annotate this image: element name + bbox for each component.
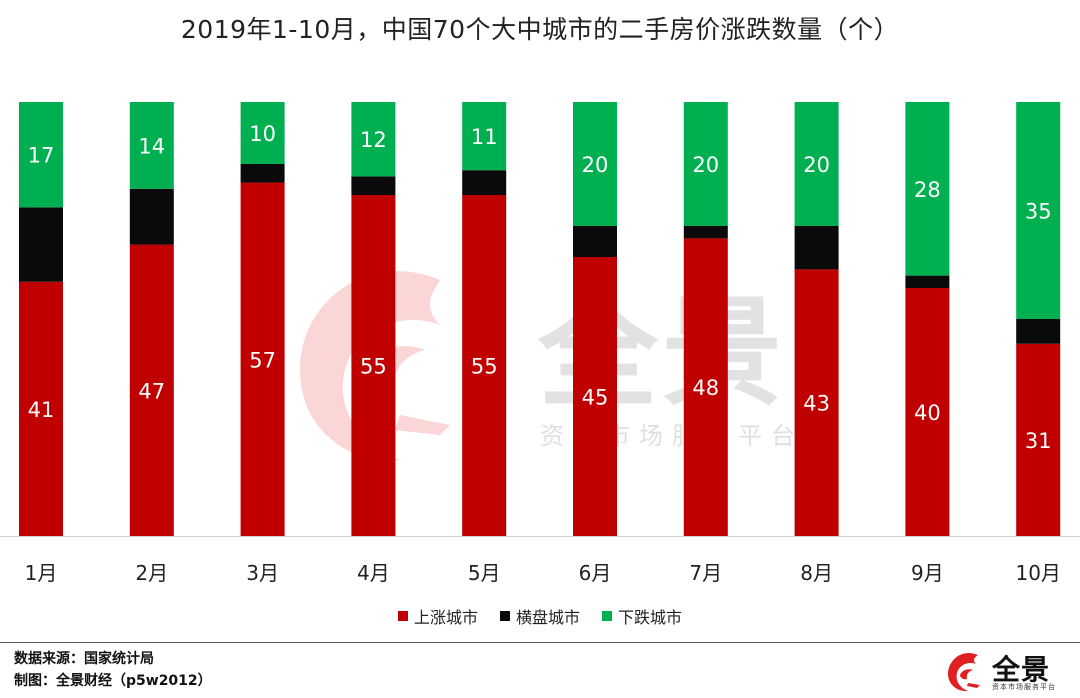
legend-label-down: 下跌城市 <box>618 608 683 627</box>
bar-up-8 <box>794 269 839 536</box>
data-label-up-8: 43 <box>803 392 830 416</box>
footer-divider <box>0 642 1080 643</box>
data-label-up-5: 55 <box>471 355 498 379</box>
data-label-down-10: 35 <box>1025 200 1052 224</box>
data-label-up-2: 47 <box>138 379 165 403</box>
logo-swirl-icon <box>948 652 980 692</box>
legend-item-up: 上涨城市 <box>397 604 478 628</box>
x-tick-label-10: 10月 <box>1015 561 1060 585</box>
bar-down-8 <box>794 102 839 226</box>
x-tick-label-9: 9月 <box>911 561 944 585</box>
legend-swatch-flat <box>499 611 510 621</box>
x-tick-label-8: 8月 <box>800 561 833 585</box>
data-label-down-5: 11 <box>471 125 498 149</box>
bar-up-2 <box>129 244 174 536</box>
data-label-up-1: 41 <box>28 398 55 422</box>
bar-flat-2 <box>129 188 174 245</box>
bar-down-2 <box>129 102 174 189</box>
data-label-down-7: 20 <box>692 153 719 177</box>
bar-up-5 <box>462 195 507 536</box>
stacked-bar-chart: 41 17 1月 47 14 2月 57 10 3月 55 12 4月 55 11 5月 45 20 6月 48 20… <box>0 102 1080 585</box>
data-label-down-6: 20 <box>582 153 609 177</box>
data-label-up-9: 40 <box>914 401 941 425</box>
data-label-up-4: 55 <box>360 355 387 379</box>
data-label-down-8: 20 <box>803 153 830 177</box>
bar-down-6 <box>573 102 617 226</box>
x-tick-label-7: 7月 <box>689 561 722 585</box>
bar-flat-3 <box>240 164 285 183</box>
x-tick-label-4: 4月 <box>357 561 390 585</box>
bar-flat-8 <box>794 226 839 270</box>
legend-label-flat: 横盘城市 <box>515 608 580 627</box>
bar-flat-4 <box>351 176 396 195</box>
x-tick-label-1: 1月 <box>25 561 58 585</box>
bar-up-4 <box>351 195 396 536</box>
x-tick-label-2: 2月 <box>135 561 168 585</box>
chart-title: 2019年1-10月，中国70个大中城市的二手房价涨跌数量（个） <box>180 15 900 44</box>
x-tick-label-6: 6月 <box>579 561 612 585</box>
footer: 数据来源：国家统计局 制图：全景财经（p5w2012） <box>14 648 212 692</box>
data-label-down-3: 10 <box>249 122 276 146</box>
bar-down-1 <box>19 102 63 208</box>
bar-down-10 <box>1016 102 1061 319</box>
bar-up-1 <box>19 281 63 536</box>
bar-flat-7 <box>683 226 728 239</box>
bar-up-9 <box>905 288 950 536</box>
data-label-down-4: 12 <box>360 128 387 152</box>
bar-flat-1 <box>19 207 63 282</box>
data-label-down-1: 17 <box>28 144 55 168</box>
x-tick-label-3: 3月 <box>246 561 279 585</box>
bar-up-6 <box>573 257 617 536</box>
bar-down-5 <box>462 102 507 171</box>
data-label-up-6: 45 <box>582 386 609 410</box>
data-label-down-9: 28 <box>914 178 941 202</box>
data-source: 数据来源：国家统计局 <box>14 651 154 667</box>
data-label-down-2: 14 <box>138 134 165 158</box>
bar-flat-5 <box>462 170 507 195</box>
bar-flat-10 <box>1016 319 1061 344</box>
x-tick-label-5: 5月 <box>468 561 501 585</box>
legend-item-flat: 横盘城市 <box>499 604 580 628</box>
bar-up-10 <box>1016 343 1061 536</box>
bar-up-7 <box>683 238 728 536</box>
logo-text: 全景 <box>992 653 1051 686</box>
data-label-up-10: 31 <box>1025 429 1052 453</box>
bar-down-7 <box>683 102 728 226</box>
legend: 上涨城市 横盘城市 下跌城市 <box>0 604 1080 628</box>
data-label-up-7: 48 <box>692 376 719 400</box>
chart-credit: 制图：全景财经（p5w2012） <box>14 673 212 689</box>
legend-swatch-down <box>602 611 612 621</box>
bar-up-3 <box>240 182 285 536</box>
legend-item-down: 下跌城市 <box>602 604 682 628</box>
data-label-up-3: 57 <box>249 348 276 372</box>
bar-flat-9 <box>905 275 950 288</box>
bar-down-4 <box>351 102 396 177</box>
legend-label-up: 上涨城市 <box>413 608 478 627</box>
legend-swatch-up <box>397 611 408 621</box>
brand-logo: 全景 资本市场服务平台 <box>946 648 1076 694</box>
logo-subtext: 资本市场服务平台 <box>992 683 1056 691</box>
bar-down-9 <box>905 102 950 276</box>
bar-down-3 <box>240 102 285 164</box>
bar-flat-6 <box>573 226 617 257</box>
